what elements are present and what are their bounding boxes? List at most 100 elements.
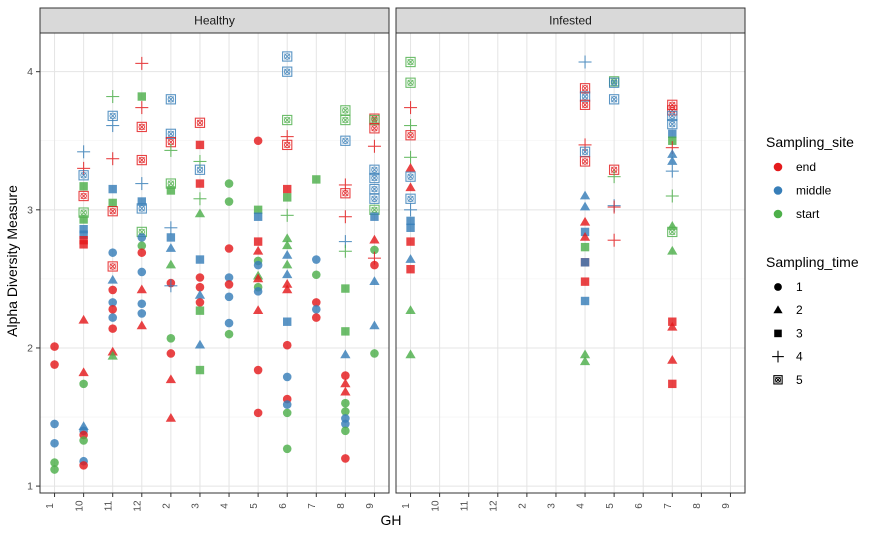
data-point [50,342,59,351]
data-point [165,94,177,105]
data-point [79,230,88,239]
data-point [282,444,292,454]
data-point [580,258,590,267]
data-point [165,259,177,269]
data-point [311,270,321,280]
data-point [136,284,147,294]
data-point [78,170,89,181]
data-point [195,365,205,375]
data-point [106,119,120,133]
data-point [78,190,89,202]
legend-label: 1 [796,280,803,294]
data-point [108,184,117,194]
y-tick-label: 1 [27,481,33,493]
data-point [252,305,264,315]
data-point [79,436,88,445]
data-point [667,156,678,165]
data-point [404,203,418,217]
data-point [78,314,89,324]
data-point [405,193,416,204]
x-axis-title: GH [381,512,402,528]
data-point [280,130,294,144]
data-point [340,349,351,359]
x-tick-label: 11 [103,500,114,511]
data-point [79,461,88,470]
data-point [194,164,206,175]
data-point [369,172,380,184]
data-point [137,233,147,242]
data-point [405,182,416,192]
data-point [405,162,416,172]
data-point [79,182,88,191]
data-point [283,317,292,326]
data-point [369,114,380,126]
data-point [340,188,351,199]
data-point [668,136,677,145]
data-point [137,267,147,277]
x-tick-label: 6 [278,503,289,509]
legend-key [773,186,783,195]
x-tick-label: 10 [74,500,85,512]
x-tick-label: 5 [249,503,260,509]
data-point [135,101,149,115]
data-point [224,280,234,289]
data-point [135,56,149,70]
x-tick-label: 12 [488,500,499,512]
data-point [195,140,205,150]
data-point [253,365,263,375]
data-point [579,232,591,241]
data-point [165,413,177,422]
facet-label: Healthy [194,14,235,28]
legend-label: 3 [796,326,803,340]
data-point [136,121,147,133]
data-point [667,99,678,110]
data-point [579,156,591,167]
data-point [369,164,380,175]
data-point [341,371,350,380]
data-point [107,261,118,272]
data-point [369,193,380,204]
data-point [282,114,293,126]
data-point [137,92,146,101]
data-point [580,296,590,306]
data-point [253,260,263,270]
data-point [578,55,592,69]
data-point [667,110,678,122]
data-point [193,192,207,206]
data-point [405,130,416,141]
legend-key [773,209,783,219]
data-point [108,298,118,307]
y-axis-title: Alpha Diversity Measure [4,185,20,337]
panel-background [396,33,745,493]
data-point [166,349,176,358]
data-point [107,274,118,284]
data-point [108,324,118,333]
data-point [579,99,591,110]
data-point [311,255,321,264]
data-point [136,320,147,330]
data-point [340,135,351,146]
data-point [195,179,205,188]
legend-item: 1 [774,280,803,294]
x-tick-label: 11 [459,500,470,511]
legend-key [772,350,784,363]
legend-item: 2 [773,303,803,317]
legend-item: 5 [773,373,803,387]
data-point [311,298,321,307]
data-point [579,356,591,366]
data-point [194,339,206,349]
legend-item: middle [773,184,832,198]
data-point [224,244,234,253]
data-point [406,216,415,226]
data-point [406,237,415,246]
data-point [108,248,118,257]
x-tick-label: 3 [191,503,202,509]
data-point [312,175,321,184]
data-point [164,279,178,293]
data-point [195,255,205,264]
x-tick-label: 8 [336,503,347,509]
data-point [282,139,293,151]
data-point [79,379,88,389]
data-point [78,367,89,377]
